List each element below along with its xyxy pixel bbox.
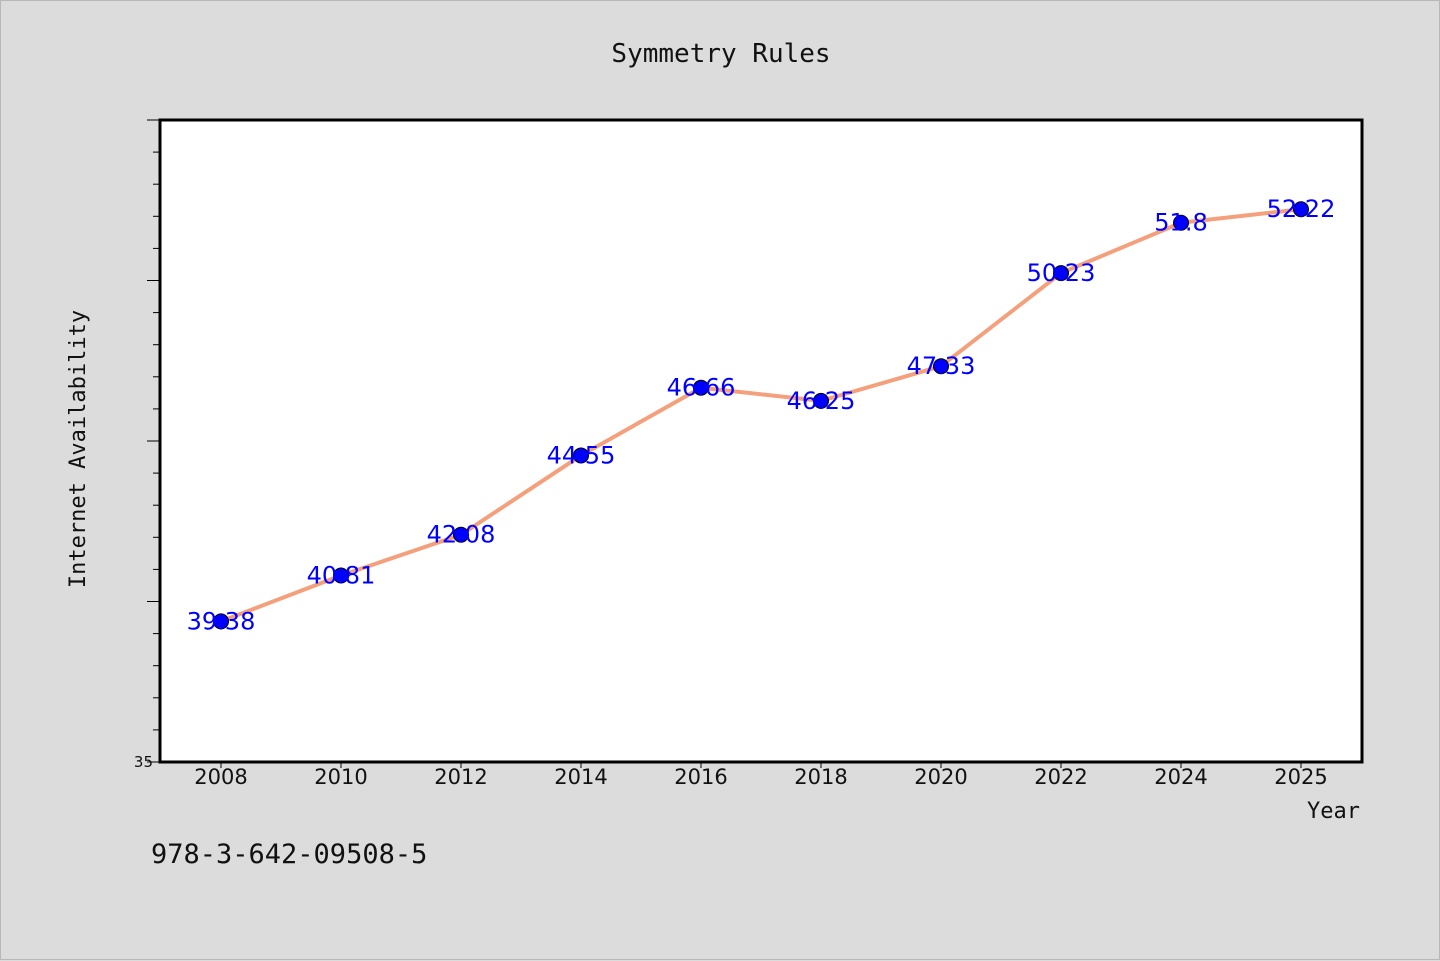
data-point <box>693 379 709 396</box>
data-point <box>1053 265 1069 282</box>
y-axis-ticks <box>147 119 160 763</box>
data-point <box>333 567 349 584</box>
markers-group <box>213 201 1309 630</box>
x-tick-label: 2025 <box>1274 765 1327 789</box>
data-label: 52.22 <box>1267 195 1336 223</box>
data-label: 51.8 <box>1154 209 1207 237</box>
series-line-group <box>219 207 1303 624</box>
y-tick-label-35: 35 <box>134 753 153 771</box>
x-tick-label: 2010 <box>314 765 367 789</box>
data-point <box>573 447 589 464</box>
data-labels-group: 39.38 40.81 42.08 44.55 46.66 46.25 47.33 50.23… <box>187 195 1336 635</box>
x-tick-label: 2022 <box>1034 765 1087 789</box>
plot-area <box>158 118 1364 764</box>
x-tick-label: 2008 <box>194 765 247 789</box>
data-point <box>813 392 829 409</box>
chart-title: Symmetry Rules <box>611 39 830 69</box>
data-point <box>1173 214 1189 231</box>
data-label: 46.66 <box>667 374 736 402</box>
y-axis-label: Internet Availability <box>66 310 91 588</box>
data-point <box>453 526 469 543</box>
data-point <box>1293 201 1309 218</box>
data-label: 44.55 <box>547 441 616 469</box>
data-label: 47.33 <box>907 352 976 380</box>
x-tick-label: 2024 <box>1154 765 1207 789</box>
series-line <box>219 207 1303 624</box>
x-tick-label: 2012 <box>434 765 487 789</box>
x-tick-label: 2020 <box>914 765 967 789</box>
data-point <box>933 358 949 375</box>
x-axis-label: Year <box>1307 799 1360 824</box>
x-tick-label: 2014 <box>554 765 607 789</box>
isbn-text: 978-3-642-09508-5 <box>151 839 427 870</box>
data-point <box>213 613 229 630</box>
x-tick-label: 2018 <box>794 765 847 789</box>
data-label: 42.08 <box>427 521 496 549</box>
data-label: 39.38 <box>187 607 256 635</box>
data-label: 50.23 <box>1027 259 1096 287</box>
x-axis-ticks: 2008 2010 2012 2014 2016 2018 2020 2022 2024 2025 <box>194 762 1328 789</box>
data-label: 40.81 <box>307 561 376 589</box>
data-label: 46.25 <box>787 387 856 415</box>
x-tick-label: 2016 <box>674 765 727 789</box>
